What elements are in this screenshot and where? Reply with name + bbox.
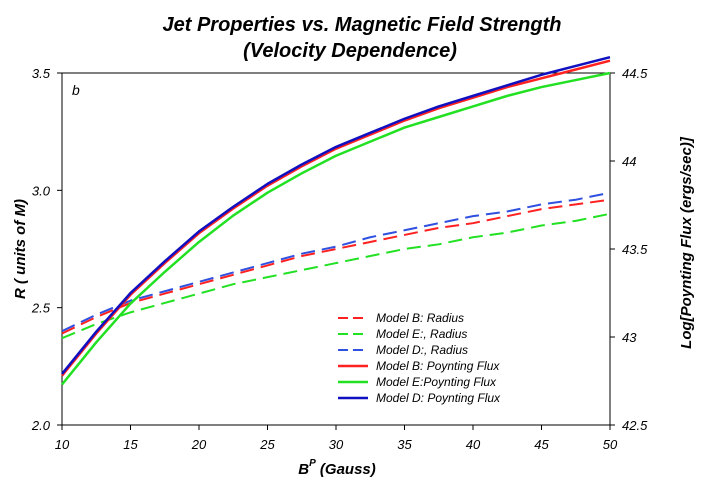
y-axis-label: R ( units of M)	[12, 199, 29, 299]
legend-label: Model B: Poynting Flux	[376, 359, 500, 373]
y-tick-label: 3.0	[32, 183, 51, 198]
x-tick-label: 25	[259, 437, 275, 452]
y2-axis-label: Log[Poynting Flux (ergs/sec)]	[678, 136, 695, 349]
y2-tick-label: 43.5	[622, 242, 648, 257]
series-line-5	[61, 71, 611, 386]
x-tick-label: 45	[534, 437, 549, 452]
chart-subtitle: (Velocity Dependence)	[243, 40, 457, 62]
chart-title-group: Jet Properties vs. Magnetic Field Streng…	[163, 14, 562, 62]
series-line-2	[61, 212, 611, 340]
y2-tick-label: 42.5	[622, 418, 648, 433]
plot-area	[61, 72, 611, 426]
x-axis-label-main: B	[298, 461, 309, 478]
series-line-3	[61, 191, 611, 333]
y2-tick-label: 44.5	[622, 66, 648, 81]
y2-tick-label: 43	[622, 330, 637, 345]
legend-label: Model D:, Radius	[376, 343, 468, 357]
legend-label: Model E:Poynting Flux	[376, 375, 497, 389]
legend-label: Model E:, Radius	[376, 327, 467, 341]
x-tick-label: 40	[466, 437, 481, 452]
series-line-1	[61, 198, 611, 335]
chart-title: Jet Properties vs. Magnetic Field Streng…	[163, 14, 562, 36]
x-tick-label: 30	[329, 437, 344, 452]
series-line-4	[61, 59, 611, 377]
x-tick-label: 50	[603, 437, 618, 452]
legend: Model B: Radius Model E:, Radius Model D:,…	[338, 311, 501, 405]
x-tick-label: 10	[55, 437, 70, 452]
y-tick-label: 3.5	[32, 66, 51, 81]
panel-label: b	[72, 82, 80, 98]
y-tick-label: 2.0	[31, 418, 51, 433]
y2-tick-label: 44	[622, 154, 636, 169]
x-tick-label: 20	[191, 437, 207, 452]
legend-label: Model D: Poynting Flux	[376, 391, 501, 405]
x-tick-label: 15	[123, 437, 138, 452]
x-axis-label-superscript: P	[309, 458, 316, 469]
series-line-6	[61, 55, 611, 375]
series-layer	[61, 55, 611, 386]
x-axis-label-units: (Gauss)	[316, 461, 376, 478]
legend-label: Model B: Radius	[376, 311, 464, 325]
y-tick-label: 2.5	[31, 301, 51, 316]
x-tick-label: 35	[397, 437, 412, 452]
axis-ticks: 10 15 20 25 30 35 40 45 50 2.0 2.5 3.0 3.5 42.5 43 43.5…	[31, 66, 648, 452]
x-axis-label: BP (Gauss)	[298, 458, 376, 478]
